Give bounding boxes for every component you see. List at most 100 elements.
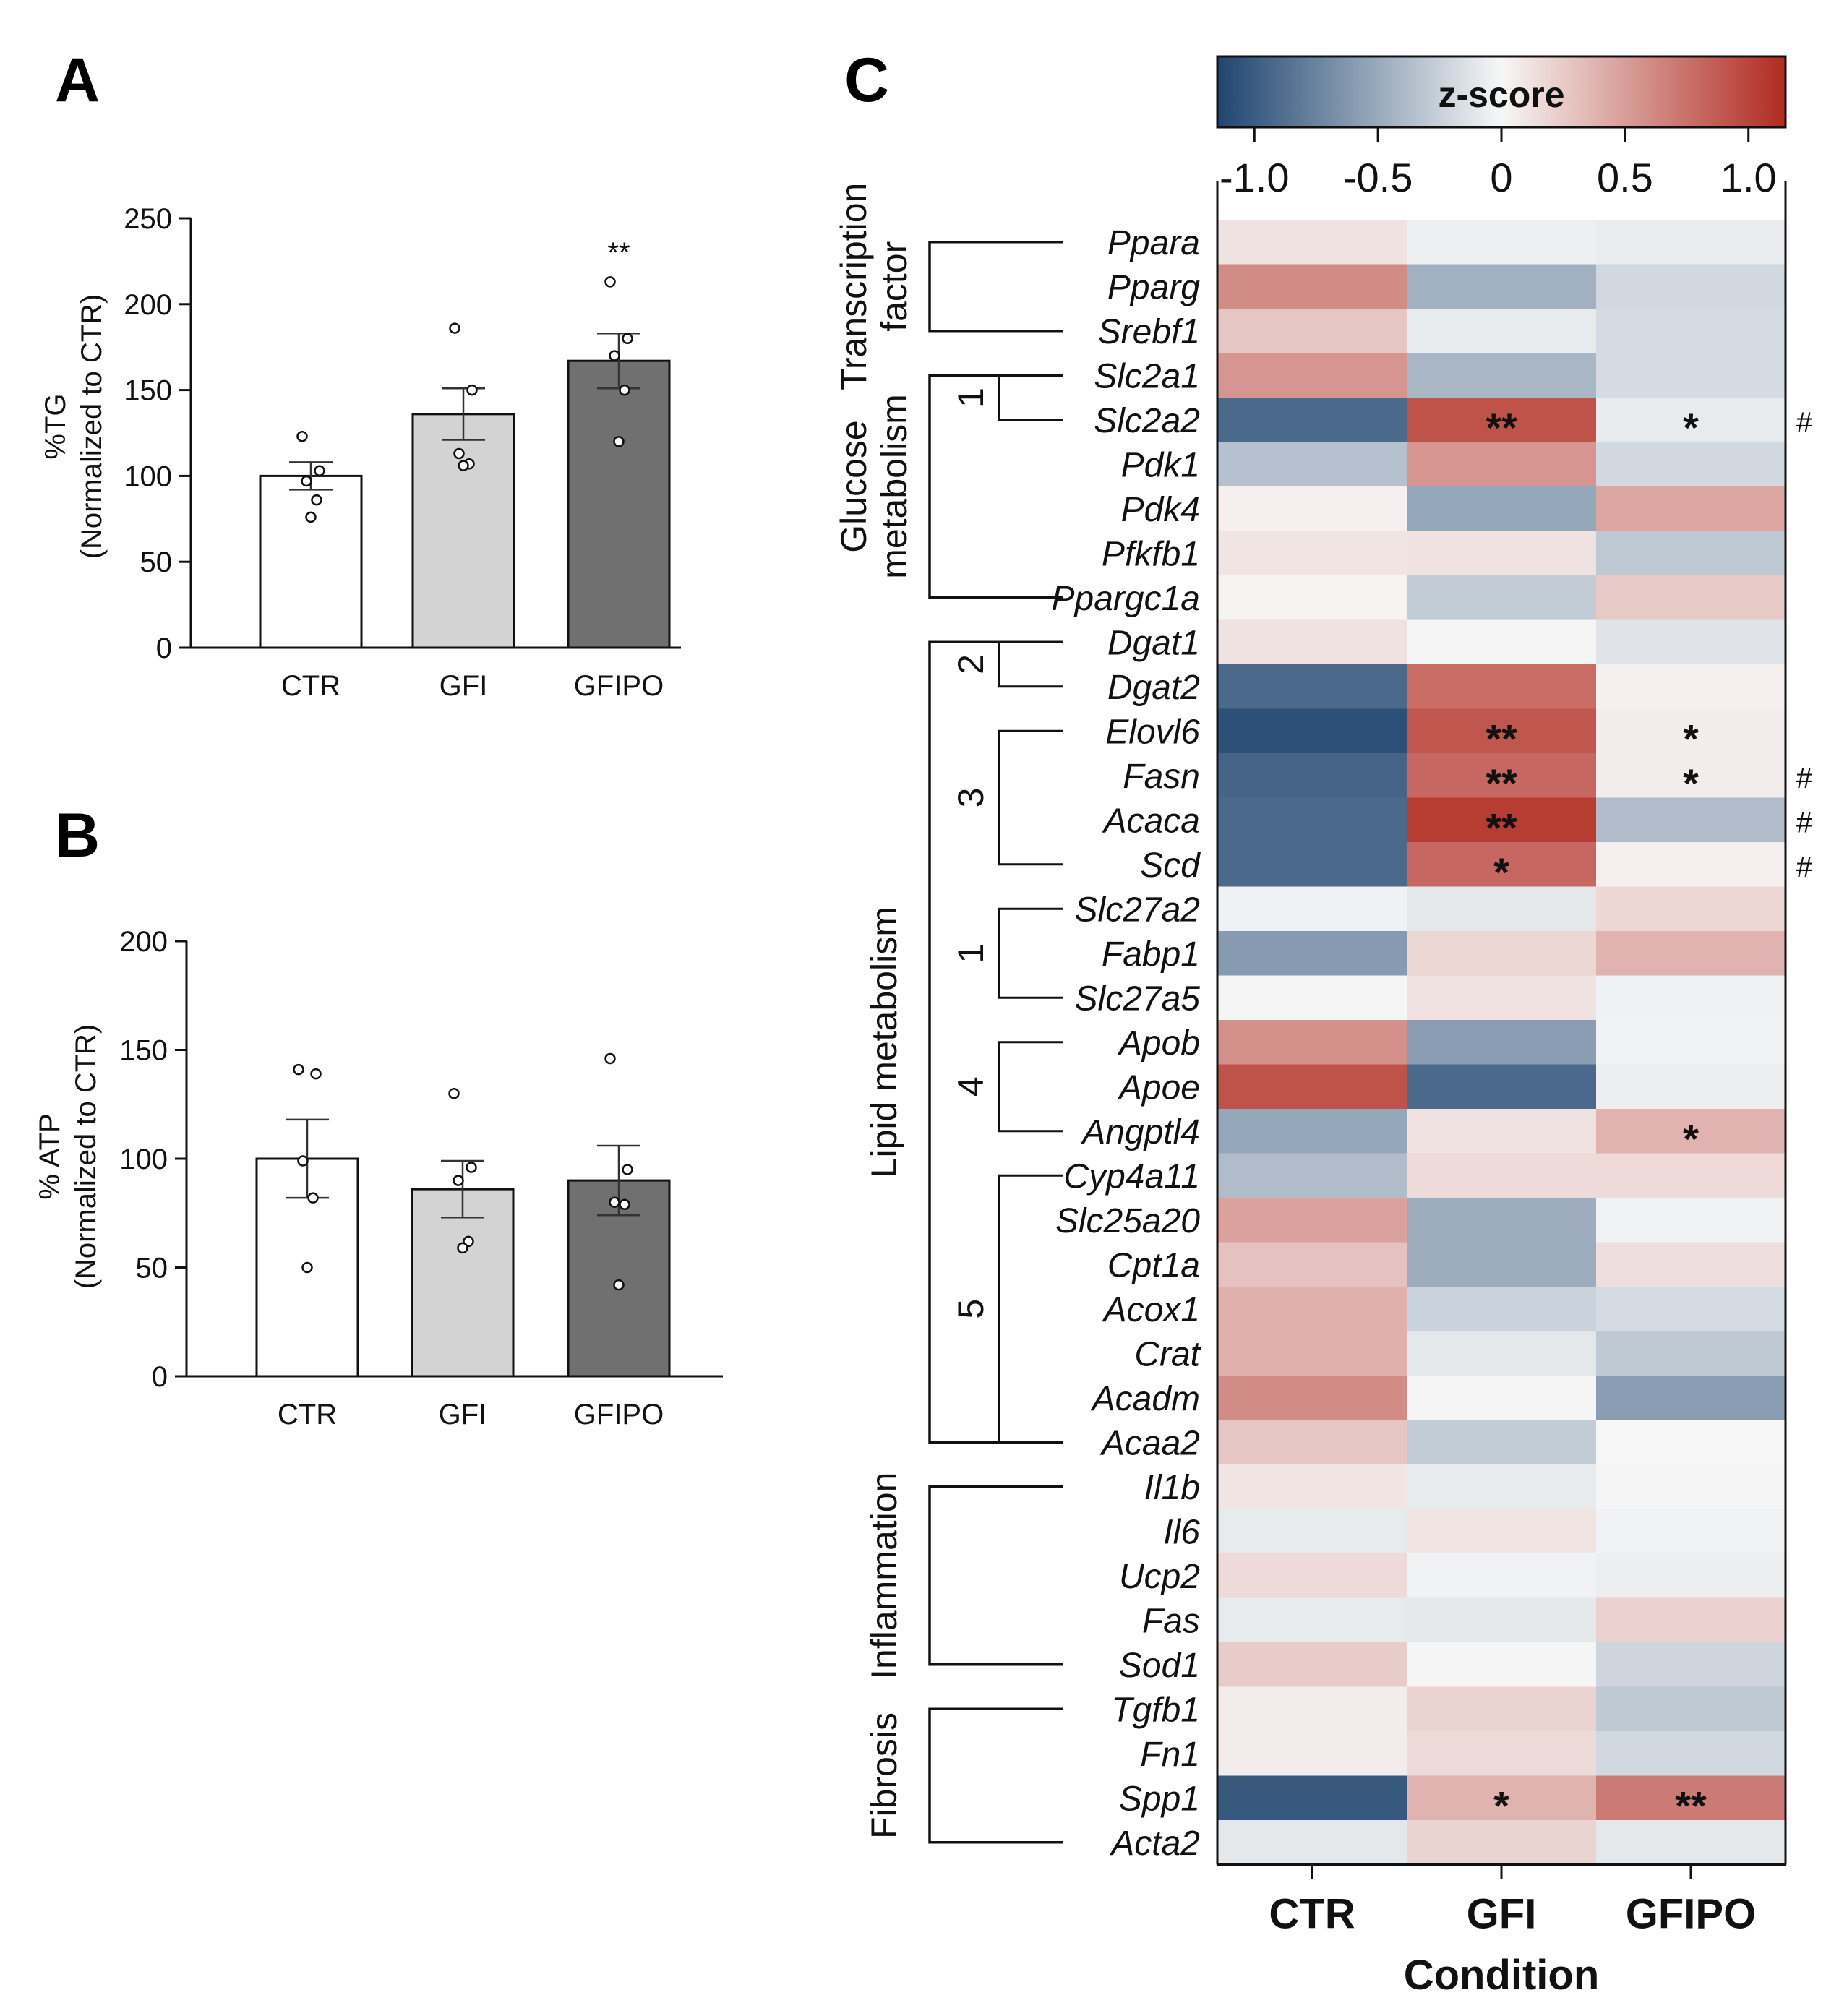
data-point <box>311 494 322 506</box>
heatmap-cell <box>1407 975 1597 1021</box>
heatmap-cell <box>1217 664 1407 709</box>
heatmap-cell <box>1407 264 1597 309</box>
data-point <box>609 1196 620 1208</box>
gene-label-slc2a2: Slc2a2 <box>1094 402 1200 440</box>
heatmap-xlabel: Condition <box>1404 1952 1600 1999</box>
gene-label-fabp1: Fabp1 <box>1102 935 1200 974</box>
data-point <box>449 322 460 334</box>
cluster-label: 3 <box>951 788 991 808</box>
panel-b-bar-chart: % ATP (Normalized to CTR) CTR GFI GFIPO 0 50… <box>34 926 723 1430</box>
data-point <box>604 1052 616 1065</box>
heatmap-cell <box>1217 619 1407 665</box>
heatmap-cell <box>1217 1376 1407 1420</box>
panel-c-letter: C <box>844 46 889 115</box>
heatmap-cell <box>1596 1775 1786 1821</box>
significance-marker: ** <box>1486 405 1517 450</box>
heatmap-cell <box>1596 1597 1786 1643</box>
group-bracket <box>928 241 1063 333</box>
group-label: Transcription <box>833 183 874 390</box>
group-bracket <box>928 1485 1063 1666</box>
heatmap-cell <box>1407 1642 1597 1687</box>
heatmap-cell <box>1596 1287 1786 1331</box>
x-tick-label-gfipo: GFIPO <box>574 1399 664 1430</box>
gene-label-slc2a1: Slc2a1 <box>1094 357 1200 395</box>
heatmap-cell <box>1596 1509 1786 1554</box>
heatmap-cell <box>1596 1686 1786 1732</box>
data-point <box>453 447 465 460</box>
bar-gfipo <box>567 359 671 649</box>
cluster-label: 5 <box>951 1299 991 1319</box>
heatmap-cell <box>1217 753 1407 798</box>
y-tick-label: 250 <box>124 203 172 235</box>
gene-label-apoe: Apoe <box>1117 1068 1200 1107</box>
group-label: metabolism <box>874 394 914 579</box>
heatmap-cell <box>1217 1642 1407 1687</box>
heatmap-cell <box>1407 1553 1597 1598</box>
data-point <box>457 1242 468 1254</box>
heatmap-cell <box>1217 531 1407 576</box>
heatmap-cell <box>1407 486 1597 531</box>
heatmap-cell <box>1407 708 1597 754</box>
data-point <box>297 1155 309 1167</box>
y-tick-label: 100 <box>124 460 172 492</box>
colorbar-tick-label: -0.5 <box>1343 155 1413 200</box>
colorbar-title: z-score <box>1438 74 1564 115</box>
heatmap-cell <box>1596 442 1786 487</box>
column-label-ctr: CTR <box>1269 1891 1355 1938</box>
group-label: Fibrosis <box>864 1712 904 1839</box>
y-tick-label: 200 <box>124 289 172 321</box>
gene-label-pparg: Pparg <box>1107 268 1200 306</box>
heatmap-cell <box>1407 842 1597 887</box>
y-tick-label: 0 <box>156 632 172 664</box>
data-point <box>622 333 633 345</box>
cluster-bracket <box>998 729 1063 866</box>
heatmap-cell <box>1217 886 1407 932</box>
gene-label-acox1: Acox1 <box>1102 1291 1200 1329</box>
group-bracket <box>928 640 1063 1444</box>
heatmap-cell <box>1217 398 1407 442</box>
y-tick-label: 200 <box>119 926 168 958</box>
gene-label-fasn: Fasn <box>1123 758 1200 796</box>
y-tick-label: 50 <box>136 1253 168 1284</box>
data-point <box>613 436 625 447</box>
heatmap-cell <box>1407 1242 1597 1287</box>
cluster-bracket <box>998 640 1063 688</box>
heatmap-cell <box>1596 753 1786 798</box>
heatmap-cell <box>1407 931 1597 976</box>
data-point <box>301 1261 313 1274</box>
column-label-gfi: GFI <box>1467 1891 1537 1938</box>
panel-a-bar-chart: %TG (Normalized to CTR) CTR GFI GFIPO ** 0 50… <box>40 203 681 702</box>
gene-label-slc25a20: Slc25a20 <box>1055 1202 1200 1240</box>
heatmap-cell <box>1407 1775 1597 1821</box>
heatmap-cell <box>1217 1731 1407 1776</box>
heatmap-cell <box>1407 1109 1597 1154</box>
heatmap-cell <box>1407 1064 1597 1110</box>
heatmap-cell <box>1407 1820 1597 1865</box>
heatmap-cell <box>1407 353 1597 398</box>
panel-b-ylabel-line2: (Normalized to CTR) <box>70 1024 102 1290</box>
heatmap-cell <box>1596 220 1786 265</box>
heatmap-cell <box>1217 1153 1407 1198</box>
heatmap-cell <box>1217 1509 1407 1554</box>
gene-label-cyp4a11: Cyp4a11 <box>1063 1157 1200 1196</box>
gene-label-acadm: Acadm <box>1090 1380 1200 1418</box>
significance-marker: ** <box>1486 805 1517 850</box>
heatmap-cell <box>1596 1331 1786 1376</box>
significance-marker: * <box>1493 849 1509 895</box>
gene-label-scd: Scd <box>1140 846 1201 885</box>
x-tick-label-ctr: CTR <box>281 670 340 702</box>
heatmap-cell <box>1596 1553 1786 1598</box>
heatmap-cell <box>1217 1553 1407 1598</box>
data-point <box>466 1162 477 1173</box>
gene-label-spp1: Spp1 <box>1119 1780 1200 1818</box>
gene-label-cpt1a: Cpt1a <box>1107 1246 1200 1284</box>
heatmap-cell <box>1596 309 1786 353</box>
hash-marker: # <box>1796 407 1813 439</box>
significance-marker: ** <box>1486 716 1517 761</box>
significance-label: ** <box>607 237 630 269</box>
data-point <box>448 1087 460 1099</box>
panel-b-letter: B <box>55 801 100 870</box>
